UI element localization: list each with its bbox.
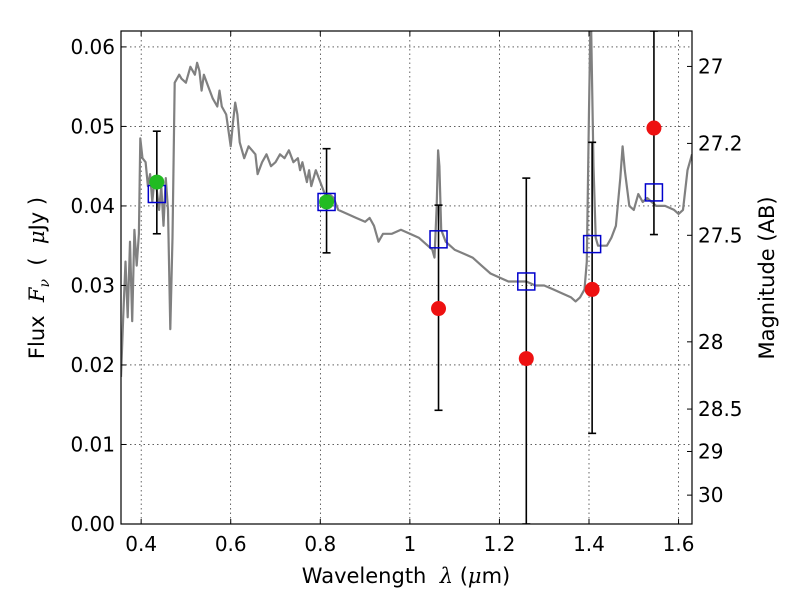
y2-tick-label: 27 [698, 54, 723, 78]
y-tick-label: 0.03 [70, 273, 115, 297]
axis-ticks: 0.4 0.6 0.8 1 1.2 1.4 1.6 0.00 0.01 0.02 0.03 0.04 0… [70, 31, 743, 556]
x-tick-label: 0.6 [215, 532, 247, 556]
x-tick-label: 1.6 [663, 532, 695, 556]
y-tick-label: 0.04 [70, 194, 115, 218]
y-axis-label: Flux Fν ( μJy ) [25, 197, 53, 359]
y2-tick-label: 28.5 [698, 397, 743, 421]
observed-point-detected [319, 194, 335, 210]
gridlines [121, 31, 692, 524]
model-point [644, 183, 664, 202]
model-point [517, 272, 536, 291]
observed-point-nondetected [646, 120, 662, 136]
x-axis-label: Wavelength λ (μm) [302, 564, 510, 588]
sed-curve-group [121, 31, 692, 377]
y-axis-label-symbol: F [25, 286, 49, 303]
observed-point-nondetected [518, 351, 534, 367]
observed-point-nondetected [431, 301, 447, 317]
model-point-group [147, 183, 664, 291]
model-point [317, 192, 336, 212]
x-axis-label-symbol: λ [439, 564, 453, 588]
x-tick-label: 1.2 [484, 532, 516, 556]
y-tick-label: 0.05 [70, 114, 115, 138]
y2-tick-label: 28 [698, 330, 723, 354]
plot-frame [120, 30, 693, 525]
x-tick-label: 1.4 [573, 532, 605, 556]
y-axis-label-unit-mu: μ [25, 230, 49, 244]
y-tick-label: 0.02 [70, 353, 115, 377]
y-tick-label: 0.01 [70, 432, 115, 456]
y2-axis-label: Magnitude (AB) [755, 196, 779, 359]
y-axis-label-unit-close: Jy ) [25, 197, 49, 233]
y2-tick-label: 27.2 [698, 131, 743, 155]
y-tick-label: 0.06 [70, 35, 115, 59]
y2-tick-label: 30 [698, 483, 723, 507]
y-axis-label-subscript: ν [37, 278, 53, 287]
y-axis-label-prefix: Flux [25, 302, 49, 359]
x-axis-label-unit-open: ( [453, 564, 468, 588]
observed-point-group [149, 120, 662, 367]
x-axis-label-unit-close: m) [482, 564, 511, 588]
observed-point-detected [149, 174, 165, 190]
y2-tick-label: 29 [698, 439, 723, 463]
errorbar-group [152, 31, 658, 524]
x-tick-label: 1 [403, 532, 416, 556]
sed-curve [121, 31, 692, 377]
model-point [582, 234, 602, 254]
y2-tick-label: 27.5 [698, 223, 743, 247]
y-tick-label: 0.00 [70, 512, 115, 536]
x-axis-label-unit-mu: μ [468, 564, 482, 588]
observed-point-nondetected [584, 281, 600, 297]
y-axis-label-unit-open: ( [25, 244, 49, 279]
x-tick-label: 0.4 [125, 532, 157, 556]
x-tick-label: 0.8 [304, 532, 336, 556]
x-axis-label-prefix: Wavelength [302, 564, 440, 588]
model-point [429, 230, 448, 249]
